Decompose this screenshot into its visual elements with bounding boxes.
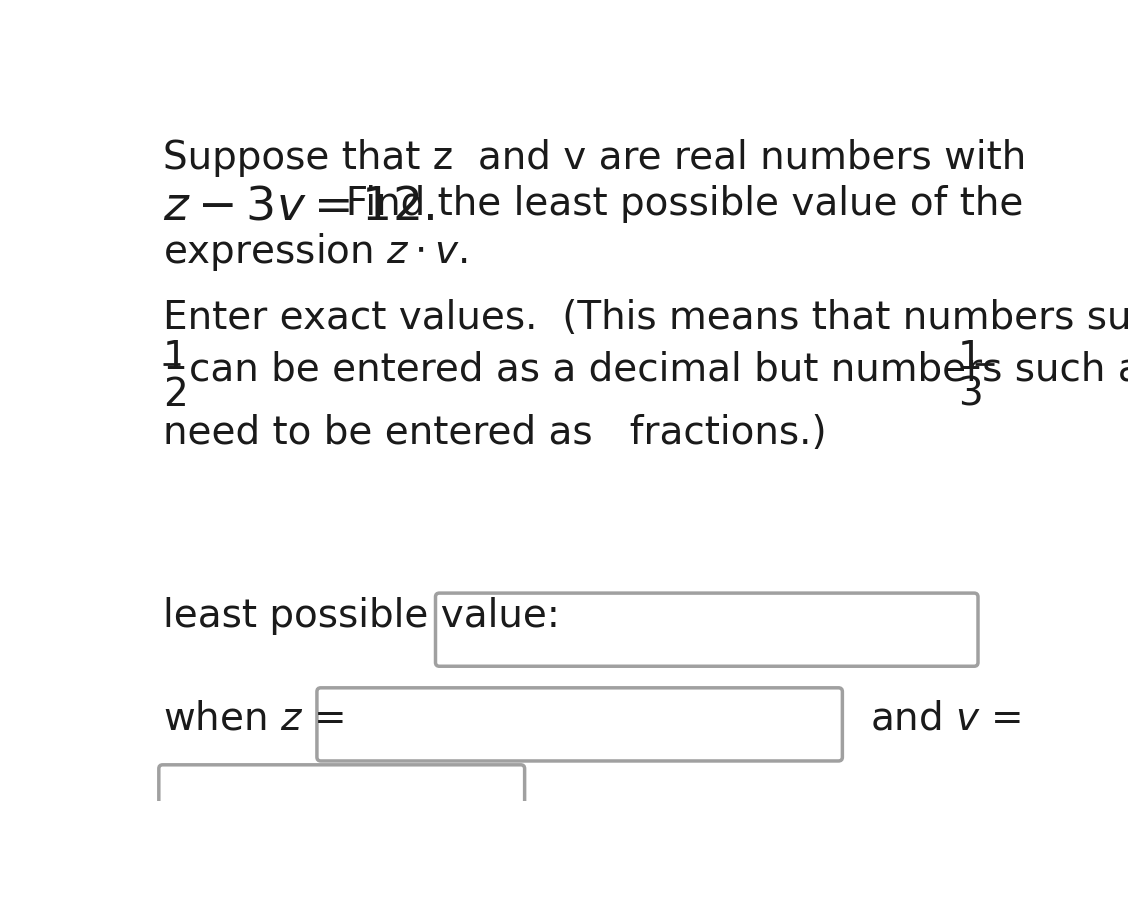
Text: Suppose that z  and v are real numbers with: Suppose that z and v are real numbers wi… [162,139,1026,176]
FancyBboxPatch shape [435,593,978,666]
Text: 3: 3 [958,376,982,414]
Text: 1: 1 [958,339,982,377]
Text: when $z$ =: when $z$ = [162,699,343,738]
Text: expression $z \cdot v$.: expression $z \cdot v$. [162,231,467,274]
Text: can be entered as a decimal but numbers such as: can be entered as a decimal but numbers … [190,351,1128,389]
FancyBboxPatch shape [317,688,843,761]
Text: 2: 2 [162,376,187,414]
Text: 1: 1 [162,339,187,377]
Text: need to be entered as   fractions.): need to be entered as fractions.) [162,415,827,453]
Text: Find the least possible value of the: Find the least possible value of the [320,185,1023,223]
Text: Enter exact values.  (This means that numbers such as: Enter exact values. (This means that num… [162,299,1128,337]
FancyBboxPatch shape [159,765,525,838]
Text: least possible value:: least possible value: [162,598,559,635]
Text: and $v$ =: and $v$ = [870,699,1021,738]
Text: $z - 3v = 12.$: $z - 3v = 12.$ [162,185,433,230]
